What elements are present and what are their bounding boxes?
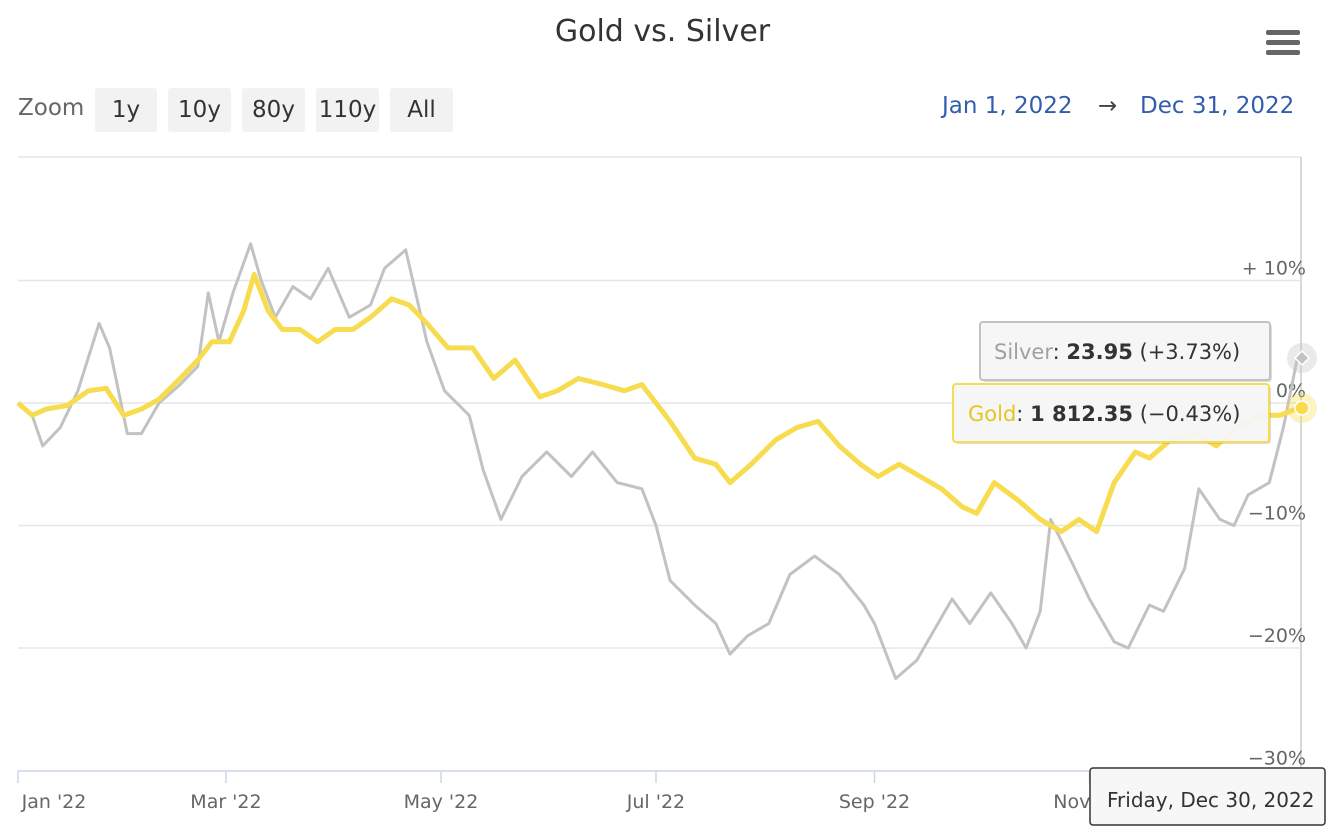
gold-series-line bbox=[16, 271, 1299, 535]
hamburger-menu-icon[interactable] bbox=[1262, 26, 1302, 60]
silver-tooltip: Silver: 23.95 (+3.73%) bbox=[979, 321, 1272, 382]
x-tick-label: Jan '22 bbox=[21, 791, 87, 813]
x-tick-label: Mar '22 bbox=[190, 791, 261, 813]
chart-title: Gold vs. Silver bbox=[554, 14, 771, 49]
gold-tooltip-series: Gold bbox=[968, 402, 1016, 426]
y-tick-label: + 10% bbox=[1242, 258, 1306, 280]
gold-hover-marker bbox=[1294, 400, 1310, 416]
range-to[interactable]: Dec 31, 2022 bbox=[1140, 93, 1295, 119]
date-tooltip: Friday, Dec 30, 2022 bbox=[1089, 767, 1326, 826]
zoom-110y-button[interactable]: 110y bbox=[316, 88, 379, 132]
y-axis-labels: + 10%0%−10%−20%−30% bbox=[1242, 258, 1306, 770]
series-lines bbox=[16, 242, 1299, 681]
silver-tooltip-change: (+3.73%) bbox=[1140, 340, 1241, 364]
y-tick-label: −30% bbox=[1248, 748, 1306, 770]
zoom-all-button[interactable]: All bbox=[390, 88, 453, 132]
y-tick-label: −20% bbox=[1248, 625, 1306, 647]
svg-text:Silver: 23.95 (+3.73%): Silver: 23.95 (+3.73%) bbox=[994, 340, 1240, 364]
y-tick-label: −10% bbox=[1248, 503, 1306, 525]
grid-lines bbox=[18, 156, 1302, 771]
hover-markers bbox=[1287, 343, 1317, 423]
zoom-label: Zoom bbox=[18, 95, 85, 121]
gold-tooltip-value: 1 812.35 bbox=[1030, 402, 1133, 426]
date-tooltip-text: Friday, Dec 30, 2022 bbox=[1107, 788, 1314, 812]
zoom-1y-button[interactable]: 1y bbox=[95, 88, 157, 132]
gold-tooltip: Gold: 1 812.35 (−0.43%) bbox=[952, 383, 1271, 444]
gold-tooltip-change: (−0.43%) bbox=[1140, 402, 1241, 426]
range-arrow: → bbox=[1098, 93, 1118, 119]
silver-hover-marker bbox=[1293, 349, 1311, 367]
range-from[interactable]: Jan 1, 2022 bbox=[942, 93, 1073, 119]
x-tick-label: Sep '22 bbox=[839, 791, 910, 813]
x-tick-label: Jul '22 bbox=[626, 791, 685, 813]
x-tick-label: May '22 bbox=[404, 791, 479, 813]
svg-text:Gold: 1 812.35 (−0.43%): Gold: 1 812.35 (−0.43%) bbox=[968, 402, 1240, 426]
silver-series-line bbox=[17, 242, 1299, 681]
zoom-10y-button[interactable]: 10y bbox=[168, 88, 231, 132]
silver-tooltip-value: 23.95 bbox=[1066, 340, 1132, 364]
zoom-80y-button[interactable]: 80y bbox=[242, 88, 305, 132]
silver-tooltip-series: Silver bbox=[994, 340, 1053, 364]
